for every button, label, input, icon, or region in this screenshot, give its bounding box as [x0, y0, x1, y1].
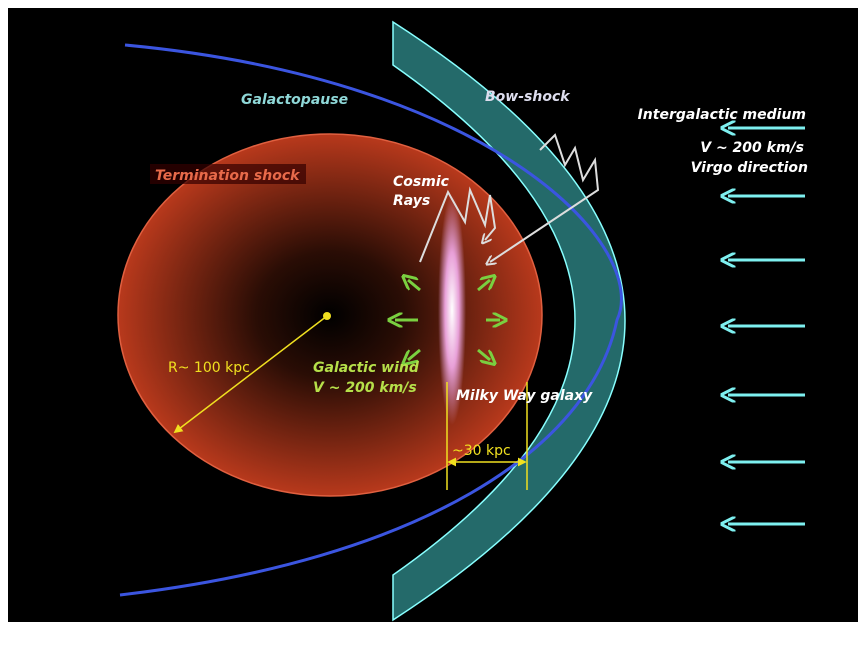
width-marker: [446, 382, 528, 490]
cosmic-rays-label: Rays: [393, 193, 430, 209]
wind-arrows: [395, 280, 500, 360]
intergalactic-label: Intergalactic medium: [638, 107, 806, 123]
intergalactic-label: Virgo direction: [691, 160, 808, 176]
label-backdrop: [150, 164, 306, 184]
galactic-wind-label: V ~ 200 km/s: [313, 380, 417, 396]
milky-way: [438, 195, 466, 425]
radius-label: R~ 100 kpc: [168, 360, 250, 376]
bow-shock-label: Bow-shock: [485, 89, 571, 105]
milky-way-label: Milky Way galaxy: [456, 388, 593, 404]
width-label: ~30 kpc: [452, 443, 511, 459]
cosmic-ray-paths: [419, 133, 600, 262]
cosmic-rays-label: Cosmic: [393, 174, 450, 190]
galactopause-curve: [119, 43, 623, 597]
radius-arrow: [173, 315, 328, 434]
termination-shock-label: Termination shock: [155, 168, 301, 184]
galactopause-label: Galactopause: [241, 92, 348, 108]
galactic-wind-label: Galactic wind: [313, 360, 420, 376]
intergalactic-arrows: [728, 128, 805, 524]
intergalactic-label: V ~ 200 km/s: [700, 140, 804, 156]
bow-shock-band: [392, 20, 626, 622]
